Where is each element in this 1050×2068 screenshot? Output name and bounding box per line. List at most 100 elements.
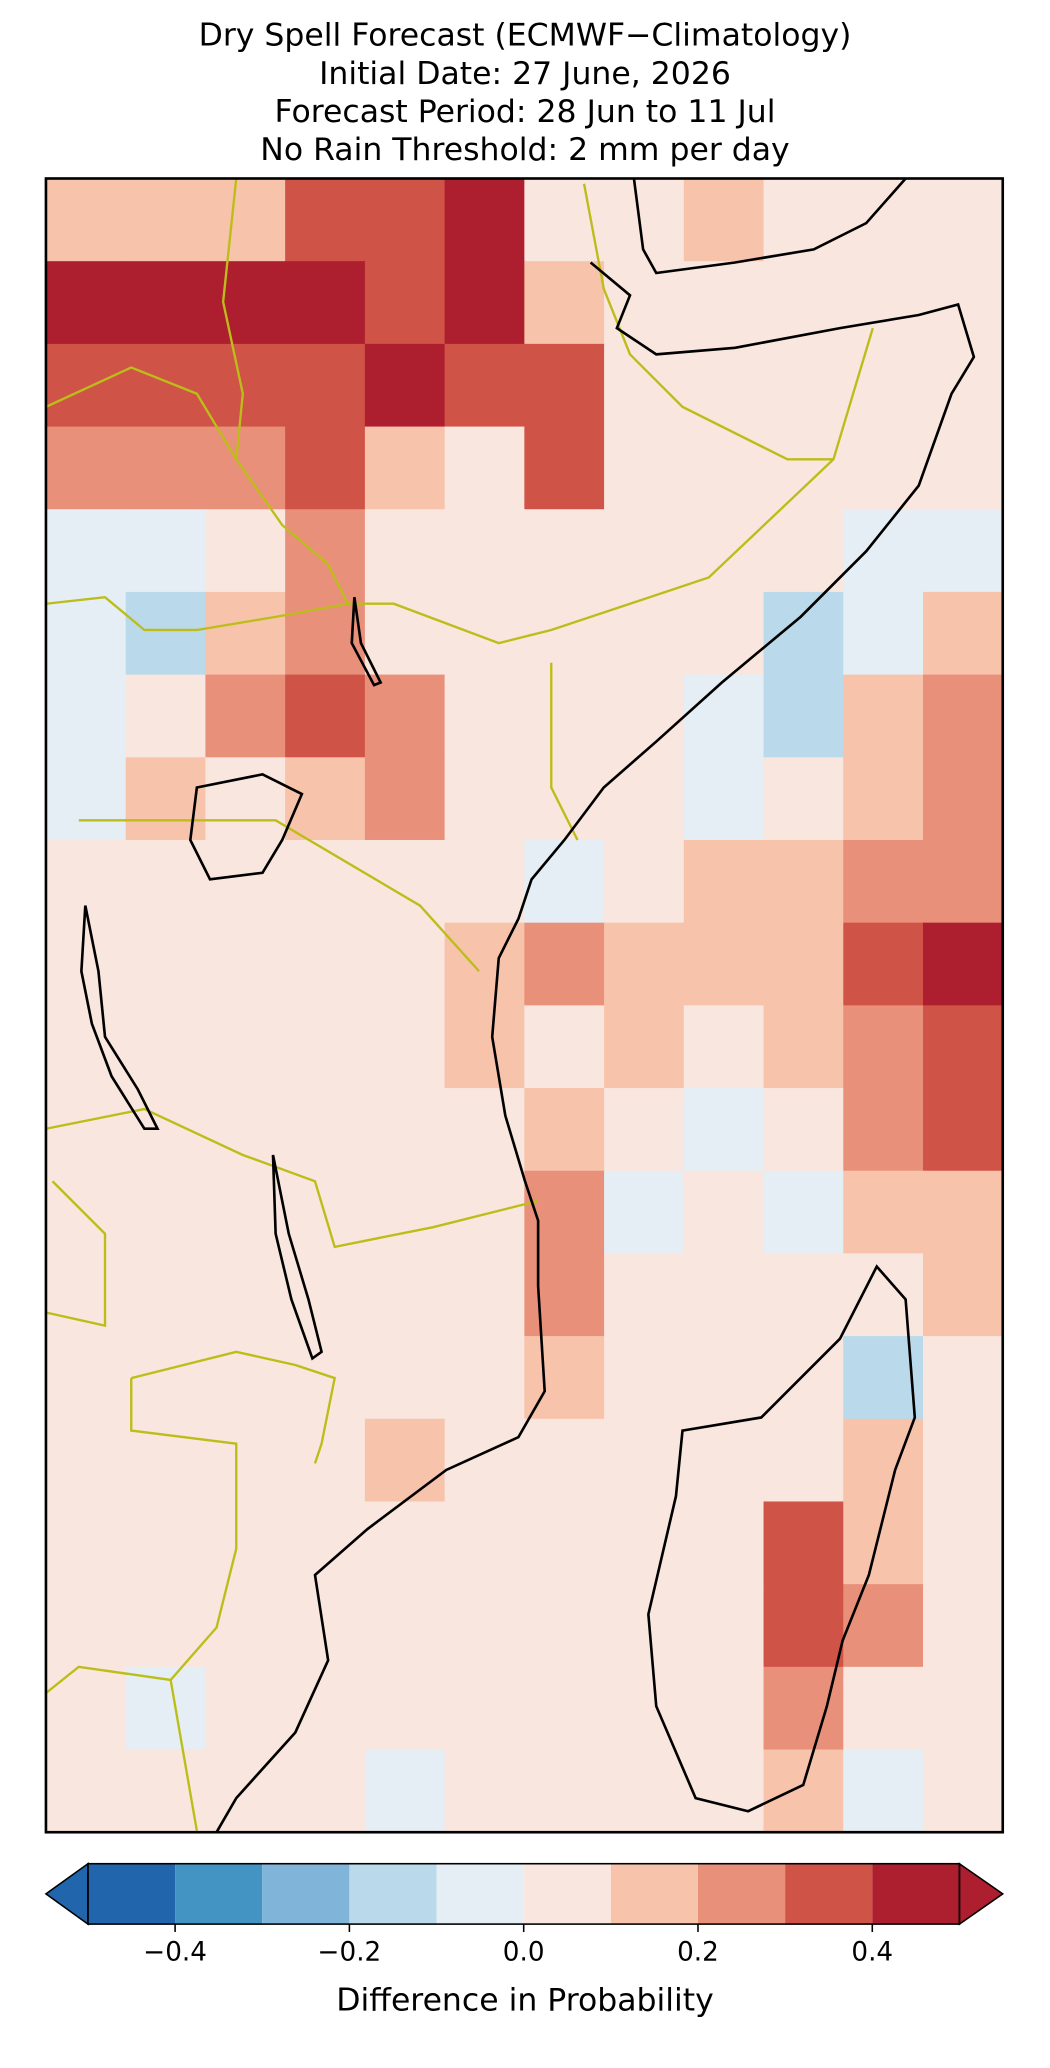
cell <box>763 922 844 1007</box>
cell <box>763 509 844 593</box>
cell <box>205 1253 286 1337</box>
cell <box>843 591 924 676</box>
cell <box>923 1088 1004 1172</box>
colorbar-bin <box>523 1863 611 1925</box>
cell <box>763 178 844 262</box>
cell <box>364 343 446 428</box>
cell <box>683 1584 765 1668</box>
cell <box>285 674 366 758</box>
cell <box>205 1501 286 1585</box>
cell <box>364 509 446 593</box>
cell <box>604 1088 685 1172</box>
cell <box>683 1666 765 1751</box>
cell <box>364 261 446 345</box>
cell <box>763 343 844 428</box>
cell <box>444 1418 525 1503</box>
cell <box>683 1005 765 1089</box>
cell <box>604 757 685 841</box>
cell <box>763 261 844 345</box>
cell <box>604 261 685 345</box>
cell <box>604 343 685 428</box>
cell <box>923 674 1004 758</box>
cell <box>285 922 366 1007</box>
cell <box>444 839 525 924</box>
cell <box>763 757 844 841</box>
cell <box>45 1666 127 1751</box>
cell <box>45 1584 127 1668</box>
cell <box>524 839 605 924</box>
cell <box>285 1336 366 1420</box>
colorbar-extend-max <box>958 1862 1005 1926</box>
cell <box>763 1253 844 1337</box>
cell <box>683 509 765 593</box>
cell <box>843 674 924 758</box>
cell <box>285 757 366 841</box>
cell <box>763 1088 844 1172</box>
cell <box>444 922 525 1007</box>
cell <box>125 426 207 510</box>
cell <box>843 1584 924 1668</box>
lake <box>80 905 160 1131</box>
cell <box>843 1418 924 1503</box>
cell <box>923 839 1004 924</box>
cell <box>843 922 924 1007</box>
cell <box>524 1005 605 1089</box>
cell <box>444 757 525 841</box>
cell <box>843 839 924 924</box>
cell <box>45 591 127 676</box>
cell <box>683 1749 765 1833</box>
cell <box>923 1170 1004 1255</box>
cell <box>205 509 286 593</box>
cell <box>205 1170 286 1255</box>
coastline <box>632 177 907 275</box>
cell <box>364 922 446 1007</box>
cell <box>843 426 924 510</box>
cell <box>923 426 1004 510</box>
cell <box>683 261 765 345</box>
cell <box>125 757 207 841</box>
cell <box>205 261 286 345</box>
cell <box>604 674 685 758</box>
cell <box>604 591 685 676</box>
cell <box>205 674 286 758</box>
cell <box>45 757 127 841</box>
colorbar-extend-min <box>44 1862 89 1926</box>
colorbar-tick-label: −0.4 <box>143 1937 207 1967</box>
cell <box>285 426 366 510</box>
cell <box>125 509 207 593</box>
cell <box>683 1253 765 1337</box>
cell <box>763 1749 844 1833</box>
cell <box>444 1501 525 1585</box>
cell <box>604 509 685 593</box>
colorbar-bin <box>697 1863 786 1925</box>
cell <box>763 1501 844 1585</box>
cell <box>763 1005 844 1089</box>
border <box>221 178 874 645</box>
colorbar-bin <box>262 1863 350 1925</box>
border <box>550 662 579 841</box>
cell <box>923 343 1004 428</box>
cell <box>285 178 366 262</box>
cell <box>45 343 127 428</box>
cell <box>364 674 446 758</box>
border <box>169 1679 199 1832</box>
border <box>45 1180 107 1328</box>
cell <box>285 839 366 924</box>
cell <box>364 1170 446 1255</box>
cell <box>364 1749 446 1833</box>
cell <box>45 1088 127 1172</box>
cell <box>524 674 605 758</box>
cell <box>524 178 605 262</box>
cell <box>125 922 207 1007</box>
cell <box>524 509 605 593</box>
cell <box>125 1501 207 1585</box>
cell <box>205 591 286 676</box>
colorbar-bin <box>872 1863 960 1925</box>
cell <box>524 1418 605 1503</box>
cell <box>444 509 525 593</box>
cell <box>45 426 127 510</box>
cell <box>763 1170 844 1255</box>
cell <box>45 1418 127 1503</box>
cell <box>763 426 844 510</box>
cell <box>285 1005 366 1089</box>
